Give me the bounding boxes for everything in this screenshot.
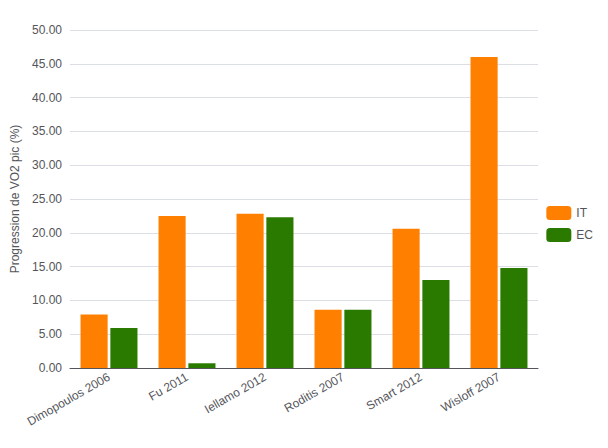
svg-text:Fu 2011: Fu 2011 <box>146 370 191 404</box>
svg-text:5.00: 5.00 <box>39 327 63 341</box>
svg-text:50.00: 50.00 <box>32 23 62 37</box>
svg-text:30.00: 30.00 <box>32 158 62 172</box>
svg-text:IT: IT <box>576 206 587 220</box>
svg-text:Roditis 2007: Roditis 2007 <box>282 370 347 416</box>
svg-text:40.00: 40.00 <box>32 91 62 105</box>
svg-text:10.00: 10.00 <box>32 293 62 307</box>
svg-text:Progression de VO2 pic (%): Progression de VO2 pic (%) <box>8 125 22 274</box>
svg-text:35.00: 35.00 <box>32 124 62 138</box>
svg-text:Dimopoulos 2006: Dimopoulos 2006 <box>25 370 113 429</box>
svg-text:EC: EC <box>576 228 593 242</box>
svg-text:Smart 2012: Smart 2012 <box>364 370 425 413</box>
svg-text:Iellamo 2012: Iellamo 2012 <box>202 370 269 417</box>
svg-text:Wisloff 2007: Wisloff 2007 <box>439 370 503 415</box>
svg-text:45.00: 45.00 <box>32 57 62 71</box>
svg-text:15.00: 15.00 <box>32 260 62 274</box>
svg-text:25.00: 25.00 <box>32 192 62 206</box>
svg-text:0.00: 0.00 <box>39 361 63 375</box>
svg-text:20.00: 20.00 <box>32 226 62 240</box>
